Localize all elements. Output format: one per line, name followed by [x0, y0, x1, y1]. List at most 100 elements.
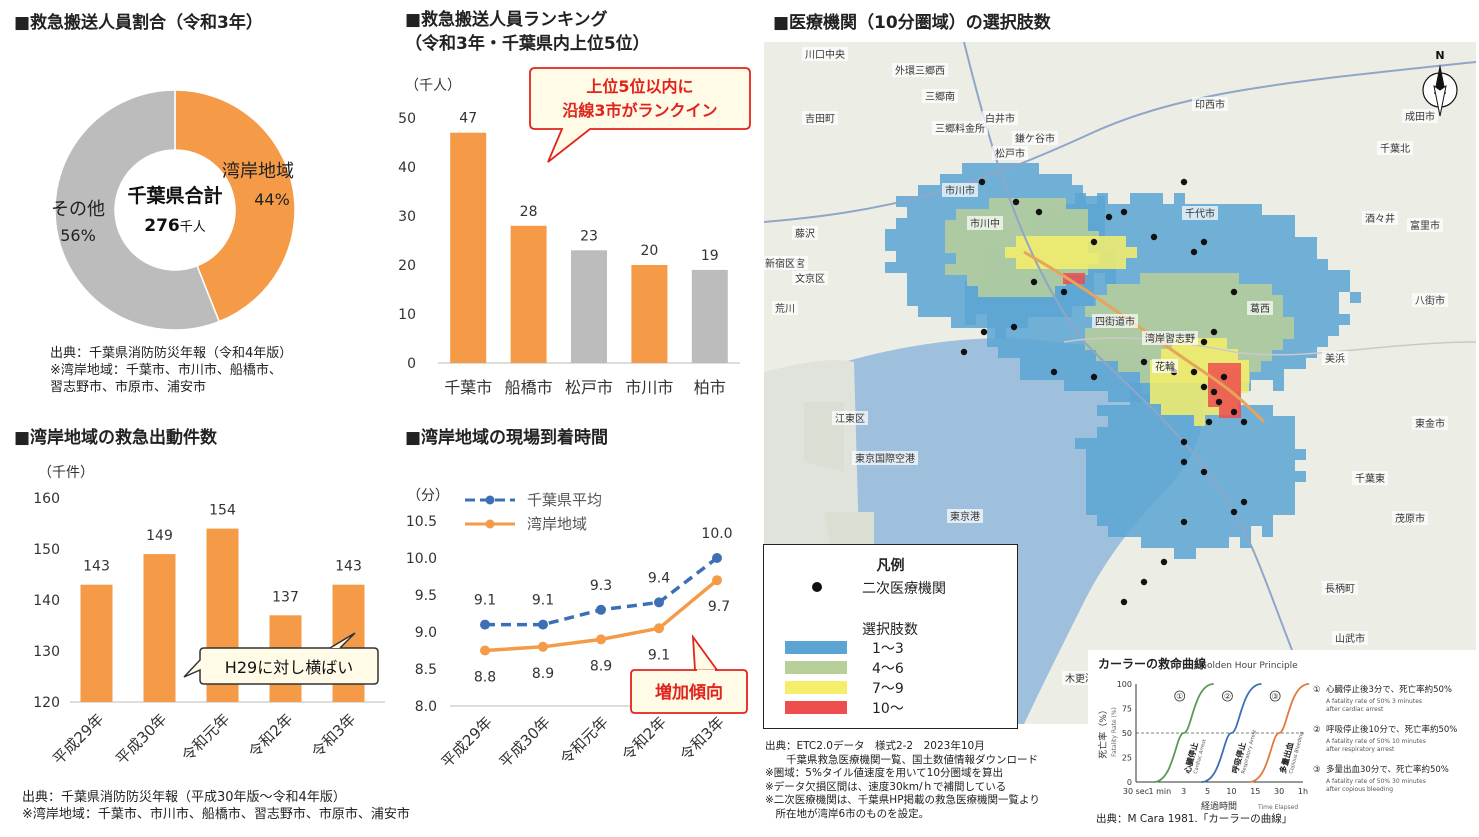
- ranking-unit-label: （千人）: [405, 78, 461, 94]
- arrival-point: [596, 634, 606, 645]
- map-source-4: ※データ欠損区間は、速度30km/ｈで補間している: [765, 780, 1007, 793]
- map-place-label: 外環三郷西: [895, 65, 945, 77]
- cara-xtick: 1 min: [1148, 787, 1171, 796]
- arrival-point: [480, 619, 490, 630]
- dispatch-bar: [143, 554, 176, 702]
- map-place-label-bg: [1182, 206, 1218, 220]
- dispatch-ytick: 130: [33, 644, 60, 660]
- map-place-label-bg: [1352, 471, 1388, 485]
- cara-note-en-2: after copious bleeding: [1326, 786, 1393, 793]
- arrival-point-label: 9.1: [474, 593, 496, 609]
- cara-curve-panel: カーラーの救命曲線 Golden Hour Principle 死亡率（%） Fata…: [1088, 650, 1476, 826]
- dispatch-category: 平成30年: [112, 710, 170, 768]
- dispatch-bar-value: 143: [335, 559, 362, 575]
- donut-value-wangan: 44%: [254, 190, 290, 209]
- ranking-bar-value: 19: [701, 248, 719, 264]
- hospital-dot: [1200, 338, 1208, 346]
- donut-notes: 出典：千葉県消防防災年報（令和4年版） ※湾岸地域：千葉市、市川市、船橋市、 習…: [50, 345, 292, 396]
- map-place-label-bg: [1412, 293, 1448, 307]
- hospital-dot: [1240, 418, 1248, 426]
- map-place-label-bg: [1322, 581, 1358, 595]
- arrival-point-label: 10.0: [701, 526, 732, 542]
- arrival-panel-title: ■湾岸地域の現場到着時間: [405, 428, 609, 448]
- hospital-dot: [1090, 373, 1098, 381]
- map-place-label: 千葉東: [1355, 472, 1385, 485]
- arrival-point-label: 9.7: [708, 599, 730, 615]
- arrival-point: [538, 619, 548, 630]
- medical-coverage-map[interactable]: N 川口中央 外環三郷西 三郷南 三郷料金所 白井市 印西市 成田市 千葉北 千代市 酒々井 富里市八…: [764, 42, 1476, 724]
- map-place-label-bg: [1362, 211, 1398, 225]
- arrival-ytick: 9.0: [415, 625, 437, 641]
- map-source-6: 所在地が湾岸6市のものを設定。: [765, 807, 930, 820]
- north-label: N: [1435, 49, 1444, 62]
- cara-note-en-2: after cardiac arrest: [1326, 706, 1384, 713]
- map-place-label-bg: [1332, 631, 1368, 645]
- cara-xlabel-en: Time Elapsed: [1257, 804, 1298, 811]
- arrival-point: [596, 604, 606, 615]
- hospital-dot: [1140, 578, 1148, 586]
- ranking-category: 柏市: [694, 378, 726, 397]
- cara-xtick: 30: [1274, 787, 1284, 796]
- map-place-label: 山武市: [1335, 632, 1365, 645]
- map-place-label-bg: [1012, 131, 1058, 145]
- map-place-label: 藤沢: [795, 227, 815, 240]
- hospital-dot: [1205, 418, 1213, 426]
- hospital-dot: [1090, 238, 1098, 246]
- cara-curve: [1153, 683, 1214, 783]
- cara-source: 出典：M Cara 1981.「カーラーの曲線」: [1096, 812, 1292, 825]
- map-place-label-bg: [802, 47, 848, 61]
- dispatch-callout-text: H29に対し横ばい: [225, 658, 353, 677]
- cara-xlabel: 経過時間: [1201, 800, 1237, 812]
- hospital-dot: [1190, 248, 1198, 256]
- map-panel-title: ■医療機関（10分圏域）の選択肢数: [773, 13, 1051, 33]
- map-place-label-bg: [772, 301, 798, 315]
- map-road-2: [963, 42, 1325, 724]
- map-place-label-bg: [1192, 97, 1228, 111]
- map-place-label: 荒川: [775, 303, 795, 315]
- hospital-dot: [1240, 498, 1248, 506]
- hospital-dot: [1160, 558, 1168, 566]
- arrival-point: [538, 641, 548, 652]
- legend-swatch: [785, 681, 847, 694]
- hospital-dot: [1010, 323, 1018, 331]
- donut-label-wangan: 湾岸地域: [222, 161, 294, 182]
- ranking-ytick: 50: [398, 111, 416, 127]
- arrival-callout-text: 増加傾向: [655, 682, 723, 703]
- map-sources: 出典：ETC2.0データ 様式2-2 2023年10月 千葉県救急医療機関一覧、…: [765, 740, 1040, 821]
- map-place-label: 花輪: [1155, 360, 1175, 373]
- dispatch-bar-value: 149: [146, 528, 173, 544]
- cara-curve-num: ③: [1272, 692, 1279, 701]
- arrival-category: 令和元年: [557, 713, 612, 768]
- dispatch-ytick: 140: [33, 593, 60, 609]
- map-place-label: 成田市: [1405, 110, 1435, 123]
- dispatch-category: 平成29年: [49, 710, 107, 768]
- arrival-point: [654, 597, 664, 608]
- cara-ytick: 25: [1122, 754, 1132, 763]
- legend-facility-dot: [812, 582, 822, 592]
- arrival-legend-marker: [485, 495, 495, 505]
- map-source-1: 出典：ETC2.0データ 様式2-2 2023年10月: [765, 740, 985, 752]
- dispatch-callout-box: [183, 647, 379, 685]
- map-place-label-bg: [1412, 416, 1448, 430]
- map-place-label: 鎌ケ谷市: [1015, 132, 1055, 145]
- cara-note-num: ②: [1313, 725, 1321, 735]
- map-place-label: 東金市: [1415, 417, 1445, 430]
- donut-center-value: 276: [144, 216, 180, 236]
- ranking-ytick: 40: [398, 160, 416, 176]
- hospital-dot: [960, 348, 968, 356]
- map-place-label: 千葉北: [1380, 142, 1410, 155]
- legend-swatch-label: 10～: [872, 701, 904, 717]
- arrival-legend-marker: [485, 519, 495, 529]
- dispatch-bar-value: 143: [83, 559, 110, 575]
- dispatch-ytick: 120: [33, 695, 60, 711]
- cara-xtick: 10: [1226, 787, 1236, 796]
- map-place-label-bg: [1247, 301, 1273, 315]
- map-place-label: 三郷南: [925, 90, 955, 103]
- arrival-point: [712, 575, 722, 586]
- map-place-label: 湾岸習志野: [1145, 332, 1195, 345]
- ranking-ytick: 20: [398, 258, 416, 274]
- hospital-dot: [1030, 278, 1038, 286]
- dispatch-category: 令和3年: [308, 710, 359, 761]
- cara-ylabel-en: Fatality Rate (%): [1111, 707, 1118, 757]
